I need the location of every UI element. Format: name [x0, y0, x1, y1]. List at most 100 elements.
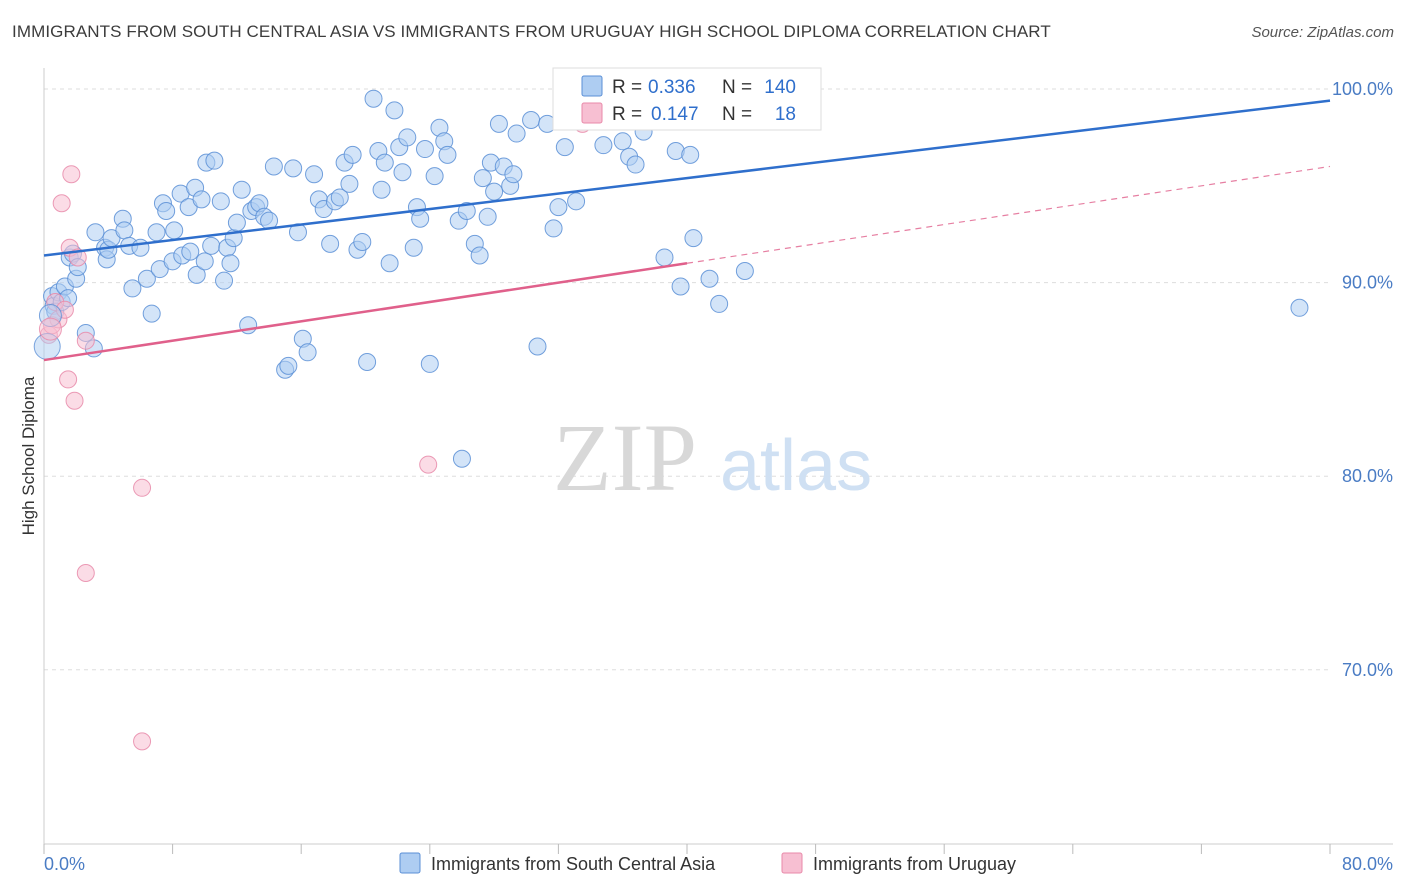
point-south-central-asia [343, 145, 362, 164]
watermark: ZIP atlas [553, 404, 872, 511]
point-south-central-asia [375, 153, 394, 172]
point-south-central-asia [264, 157, 283, 176]
point-south-central-asia [681, 145, 700, 164]
point-south-central-asia [131, 238, 150, 257]
point-south-central-asia [1290, 298, 1309, 317]
point-south-central-asia [522, 111, 541, 130]
point-south-central-asia [613, 132, 632, 151]
point-south-central-asia [115, 221, 134, 240]
point-south-central-asia [232, 180, 251, 199]
point-uruguay [76, 563, 95, 582]
point-south-central-asia [489, 114, 508, 133]
point-south-central-asia [398, 128, 417, 147]
point-south-central-asia [626, 155, 645, 174]
watermark-atlas: atlas [720, 426, 872, 506]
point-south-central-asia [305, 165, 324, 184]
point-south-central-asia [215, 271, 234, 290]
point-south-central-asia [411, 209, 430, 228]
point-south-central-asia [340, 174, 359, 193]
grid-layer [44, 88, 1330, 671]
point-south-central-asia [181, 242, 200, 261]
point-uruguay [62, 165, 81, 184]
point-south-central-asia [385, 101, 404, 120]
point-south-central-asia [684, 229, 703, 248]
point-south-central-asia [165, 221, 184, 240]
point-south-central-asia [438, 145, 457, 164]
point-uruguay [76, 331, 95, 350]
stats-swatch-pink [581, 102, 603, 124]
bottom-legend: Immigrants from South Central Asia Immig… [399, 852, 1016, 874]
trend-layer [43, 99, 1331, 362]
point-south-central-asia [671, 277, 690, 296]
point-south-central-asia [192, 190, 211, 209]
points-layer [33, 80, 1309, 751]
y-axis-title: High School Diploma [19, 376, 38, 535]
watermark-zip: ZIP [553, 404, 697, 511]
legend-swatch-uruguay [781, 852, 803, 874]
point-south-central-asia [279, 356, 298, 375]
point-south-central-asia [655, 248, 674, 267]
stats-n-value-1: 140 [764, 77, 796, 98]
legend-label-south-central-asia: Immigrants from South Central Asia [431, 854, 716, 874]
point-south-central-asia [507, 124, 526, 143]
point-south-central-asia [380, 254, 399, 273]
point-south-central-asia [594, 136, 613, 155]
point-south-central-asia [211, 192, 230, 211]
stats-n-label-2: N = [722, 104, 752, 125]
point-south-central-asia [142, 304, 161, 323]
point-south-central-asia [123, 279, 142, 298]
point-south-central-asia [404, 238, 423, 257]
point-south-central-asia [147, 223, 166, 242]
point-uruguay [133, 478, 152, 497]
point-south-central-asia [735, 262, 754, 281]
point-uruguay [133, 732, 152, 751]
point-south-central-asia [157, 201, 176, 220]
point-south-central-asia [425, 167, 444, 186]
point-south-central-asia [457, 201, 476, 220]
point-south-central-asia [710, 294, 729, 313]
point-south-central-asia [393, 163, 412, 182]
point-south-central-asia [485, 182, 504, 201]
point-uruguay [38, 317, 62, 341]
point-uruguay [419, 455, 438, 474]
y-tick-label: 80.0% [1342, 466, 1393, 486]
point-south-central-asia [205, 151, 224, 170]
stats-n-value-2: 18 [775, 104, 796, 125]
point-south-central-asia [227, 213, 246, 232]
chart-source: Source: ZipAtlas.com [1251, 24, 1394, 41]
point-south-central-asia [528, 337, 547, 356]
axis-layer: 100.0% 90.0% 80.0% 70.0% 0.0% 80.0% [43, 68, 1393, 874]
stats-r-value-1: 0.336 [648, 77, 696, 98]
point-south-central-asia [321, 234, 340, 253]
point-south-central-asia [372, 180, 391, 199]
stats-r-label-1: R = [612, 77, 642, 98]
point-south-central-asia [330, 188, 349, 207]
point-south-central-asia [353, 232, 372, 251]
point-south-central-asia [86, 223, 105, 242]
x-tick-label: 0.0% [44, 854, 85, 874]
x-tick-label: 80.0% [1342, 854, 1393, 874]
point-south-central-asia [473, 169, 492, 188]
point-south-central-asia [298, 343, 317, 362]
point-south-central-asia [415, 140, 434, 159]
point-south-central-asia [549, 198, 568, 217]
point-south-central-asia [358, 352, 377, 371]
stats-r-value-2: 0.147 [651, 104, 699, 125]
point-south-central-asia [478, 207, 497, 226]
point-south-central-asia [195, 252, 214, 271]
stats-legend: R = 0.336 N = 140 R = 0.147 N = 18 [552, 67, 822, 131]
y-tick-label: 90.0% [1342, 273, 1393, 293]
point-south-central-asia [452, 449, 471, 468]
trend-line-uruguay-extension [686, 165, 1331, 264]
point-south-central-asia [137, 269, 156, 288]
y-tick-label: 70.0% [1342, 660, 1393, 680]
point-south-central-asia [284, 159, 303, 178]
point-south-central-asia [555, 138, 574, 157]
stats-r-label-2: R = [612, 104, 642, 125]
point-uruguay [52, 194, 71, 213]
point-south-central-asia [470, 246, 489, 265]
stats-swatch-blue [581, 75, 603, 97]
point-uruguay [59, 370, 78, 389]
y-tick-label: 100.0% [1332, 79, 1393, 99]
point-south-central-asia [567, 192, 586, 211]
